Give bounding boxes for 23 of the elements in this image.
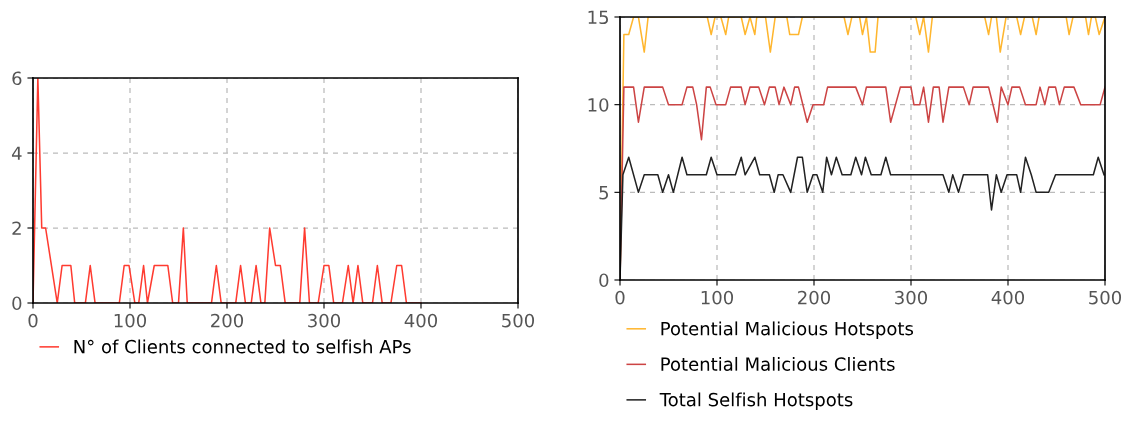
- x-tick-label: 200: [211, 313, 244, 328]
- legend-label: N° of Clients connected to selfish APs: [74, 339, 411, 354]
- x-tick-label: 300: [308, 313, 341, 328]
- legend-label: Total Selfish Hotspots: [659, 392, 853, 410]
- x-tick-label: 300: [895, 290, 928, 305]
- legend-label: Potential Malicious Hotspots: [661, 321, 914, 339]
- y-tick-label: 5: [599, 186, 609, 200]
- x-tick-label: 400: [404, 313, 438, 328]
- x-tick-label: 0: [615, 290, 625, 305]
- y-tick-label: 6: [12, 71, 22, 86]
- y-tick-label: 0: [599, 273, 609, 288]
- x-tick-label: 200: [798, 290, 831, 305]
- x-tick-label: 100: [701, 290, 734, 305]
- y-tick-label: 15: [588, 10, 609, 25]
- x-tick-label: 0: [28, 313, 38, 328]
- x-tick-label: 400: [991, 290, 1025, 305]
- legend-label: Potential Malicious Clients: [661, 356, 895, 371]
- x-tick-label: 500: [502, 313, 535, 328]
- x-tick-label: 100: [114, 313, 147, 328]
- y-tick-label: 10: [588, 98, 609, 112]
- x-tick-label: 500: [1089, 290, 1122, 305]
- y-tick-label: 2: [12, 221, 21, 235]
- y-tick-label: 4: [11, 146, 22, 160]
